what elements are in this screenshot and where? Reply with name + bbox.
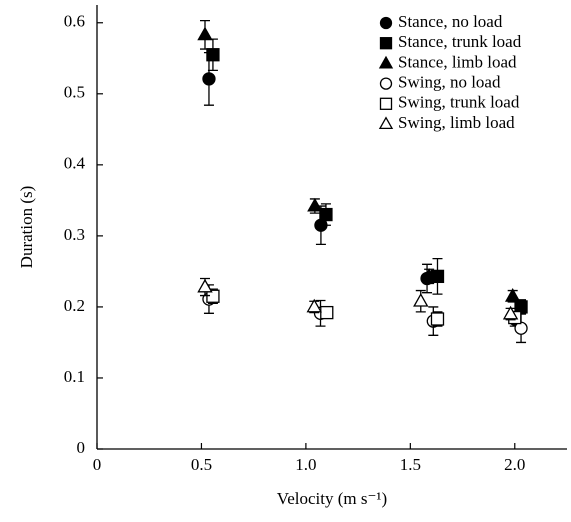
x-tick-label: 1.5 [400,455,421,474]
legend-label: Swing, limb load [398,113,515,132]
legend-marker [379,97,393,110]
x-tick-label: 0 [93,455,102,474]
point [206,289,220,303]
point [430,312,445,326]
legend-marker [379,37,393,50]
legend-marker [379,16,393,30]
y-tick-label: 0.4 [64,154,86,173]
point [504,288,521,302]
x-tick-label: 0.5 [191,455,212,474]
point [320,305,334,320]
point [206,48,220,62]
legend-marker [378,55,394,69]
y-tick-label: 0.3 [64,225,85,244]
legend-marker [378,116,394,130]
y-axis-label: Duration (s) [17,186,36,269]
x-tick-label: 2.0 [504,455,525,474]
x-axis-label: Velocity (m s⁻¹) [277,489,387,508]
point [413,293,429,307]
y-tick-label: 0.6 [64,12,85,31]
legend-label: Stance, limb load [398,52,517,71]
y-tick-label: 0.5 [64,83,85,102]
point [319,207,333,222]
point [202,72,216,86]
point [307,197,323,212]
point [306,298,322,313]
point [502,305,519,320]
point [197,278,213,293]
point [197,26,213,41]
legend-label: Swing, no load [398,73,501,92]
y-tick-label: 0.2 [64,296,85,315]
legend-label: Stance, no load [398,12,503,31]
x-tick-label: 1.0 [295,455,316,474]
point [421,268,437,282]
legend-marker [379,77,393,90]
legend-label: Stance, trunk load [398,32,522,51]
legend-label: Swing, trunk load [398,93,520,112]
y-tick-label: 0 [77,438,86,457]
y-tick-label: 0.1 [64,367,85,386]
